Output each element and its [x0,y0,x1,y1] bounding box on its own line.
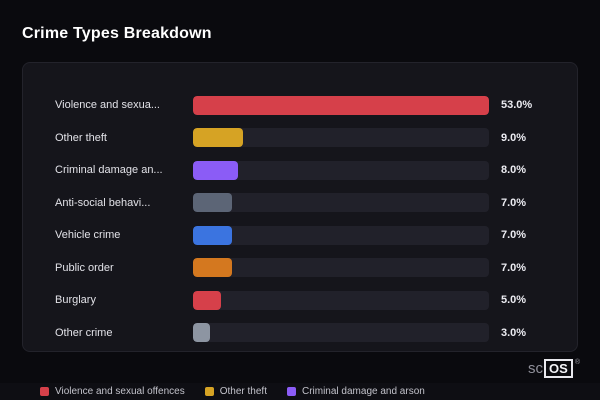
bar-track [193,193,489,213]
bar-track [193,258,489,278]
page-title: Crime Types Breakdown [22,25,212,42]
bar-burglary[interactable] [193,290,221,310]
bar-track [193,160,489,180]
bar-label: Other crime [55,326,113,339]
bar-label: Public order [55,261,114,274]
bar-row: Other theft 9.0% [55,122,545,155]
bar-value: 5.0% [501,294,527,307]
legend-label: Violence and sexual offences [55,386,185,397]
bar-value: 7.0% [501,229,527,242]
bar-value: 3.0% [501,326,527,339]
legend-label: Criminal damage and arson [301,386,425,397]
registered-mark-icon: ® [574,359,580,366]
bar-track [193,95,489,115]
chart-card: Violence and sexua... 53.0% Other theft … [22,62,578,352]
bar-value: 7.0% [501,261,527,274]
bar-public-order[interactable] [193,258,233,278]
bar-label: Other theft [55,131,107,144]
bar-row: Anti-social behavi... 7.0% [55,187,545,220]
bar-value: 7.0% [501,196,527,209]
bar-label: Criminal damage an... [55,164,163,177]
legend-swatch-icon [204,387,214,396]
bar-value: 53.0% [501,99,533,112]
brand-box: OS [544,359,573,378]
bar-violence[interactable] [193,95,489,115]
bar-label: Burglary [55,294,96,307]
bar-value: 8.0% [501,164,527,177]
bar-other-theft[interactable] [193,128,244,148]
legend-label: Other theft [219,386,267,397]
bar-other-crime[interactable] [193,323,210,343]
bar-track [193,290,489,310]
bar-label: Violence and sexua... [55,99,160,112]
legend-item-criminal-damage[interactable]: Criminal damage and arson [286,386,425,397]
legend-swatch-icon [286,387,296,396]
bar-track [193,225,489,245]
bar-vehicle-crime[interactable] [193,225,233,245]
chart-legend: Violence and sexual offences Other theft… [0,383,600,400]
legend-item-other-theft[interactable]: Other theft [204,386,267,397]
legend-item-violence[interactable]: Violence and sexual offences [40,386,185,397]
bar-track [193,128,489,148]
bar-track [193,323,489,343]
bar-row: Other crime 3.0% [55,317,545,350]
bar-row: Vehicle crime 7.0% [55,219,545,252]
bar-row: Burglary 5.0% [55,284,545,317]
bar-label: Vehicle crime [55,229,121,242]
brand-prefix: sc [528,360,544,377]
bar-label: Anti-social behavi... [55,196,151,209]
bar-row: Violence and sexua... 53.0% [55,89,545,122]
bar-criminal-damage[interactable] [193,160,238,180]
bar-value: 9.0% [501,131,527,144]
brand-logo: sc OS ® [528,359,580,378]
bar-row: Criminal damage an... 8.0% [55,154,545,187]
bar-row: Public order 7.0% [55,252,545,285]
bar-anti-social[interactable] [193,193,233,213]
legend-swatch-icon [40,387,49,396]
